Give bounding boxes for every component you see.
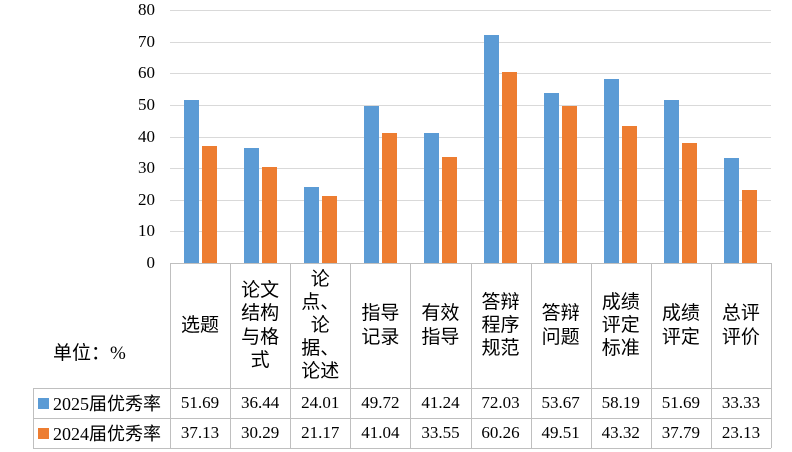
table-border-vertical [290, 263, 291, 448]
bar [724, 157, 740, 263]
gridline [170, 136, 771, 138]
value-cell: 53.67 [541, 393, 580, 412]
category-label: 答辩 问题 [541, 303, 580, 348]
bar [243, 147, 259, 263]
value-cell: 36.44 [241, 393, 280, 412]
value-cell: 41.24 [421, 393, 460, 412]
value-cell: 37.13 [180, 423, 220, 442]
legend-row: 2025届优秀率 [33, 388, 170, 418]
value-cell: 49.72 [361, 393, 400, 412]
category-label: 成绩 评定 [661, 303, 700, 348]
y-axis-tick-label: 40 [138, 126, 155, 146]
y-axis-tick-label: 30 [138, 158, 155, 178]
gridline [170, 231, 771, 233]
gridline [170, 41, 771, 43]
value-cell: 30.29 [241, 423, 280, 442]
gridline [170, 104, 771, 106]
y-axis-tick-label: 10 [138, 221, 155, 241]
table-border-vertical [33, 388, 34, 448]
y-axis-tick-label: 80 [138, 0, 155, 19]
bar [321, 196, 337, 263]
bar [502, 72, 518, 263]
category-label: 论文 结构 与格 式 [241, 280, 280, 371]
gridline [170, 10, 771, 11]
value-cell: 43.32 [601, 423, 640, 442]
y-axis-tick-label: 70 [138, 31, 155, 51]
table-border-vertical [651, 263, 652, 448]
legend-series-name: 2024届优秀率 [53, 424, 161, 444]
y-axis-tick-label: 20 [138, 189, 155, 209]
legend-swatch [38, 427, 49, 439]
bar [261, 167, 277, 263]
bar [363, 105, 379, 263]
table-border-vertical [471, 263, 472, 448]
bar [544, 93, 560, 263]
table-border-vertical [350, 263, 351, 448]
bar [303, 187, 319, 263]
table-border-vertical [771, 263, 772, 448]
table-border-horizontal [33, 388, 771, 389]
value-cell: 37.79 [661, 423, 700, 442]
bar [423, 132, 439, 263]
gridline [170, 73, 771, 75]
bar [381, 133, 397, 263]
bar [664, 99, 680, 263]
category-label: 选题 [181, 314, 220, 336]
category-label: 成绩 评定 标准 [601, 291, 640, 360]
bar [604, 78, 620, 263]
value-cell: 72.03 [481, 393, 520, 412]
value-cell: 60.26 [481, 423, 520, 442]
table-border-horizontal [170, 263, 771, 264]
bar [622, 126, 638, 263]
gridline [170, 168, 771, 170]
value-cell: 33.55 [421, 423, 460, 442]
category-label: 有效 指导 [421, 303, 460, 348]
table-border-vertical [591, 263, 592, 448]
table-border-horizontal [33, 448, 771, 449]
value-cell: 41.04 [361, 423, 400, 442]
value-cell: 51.69 [661, 393, 700, 412]
y-axis-tick-label: 60 [138, 63, 155, 83]
bar [441, 156, 457, 263]
category-label: 指导 记录 [361, 303, 400, 348]
table-border-vertical [170, 263, 171, 448]
category-label: 论 点、 论 据、 论述 [301, 268, 340, 383]
y-axis-tick-label: 0 [146, 253, 156, 272]
legend-series-name: 2025届优秀率 [53, 394, 161, 414]
table-border-horizontal [33, 418, 771, 419]
value-cell: 23.13 [721, 423, 761, 442]
table-border-vertical [711, 263, 712, 448]
legend-swatch [38, 397, 49, 409]
table-border-vertical [410, 263, 411, 448]
legend-row: 2024届优秀率 [33, 418, 170, 448]
value-cell: 33.33 [721, 393, 761, 412]
unit-label: 单位：% [53, 343, 126, 364]
table-border-vertical [531, 263, 532, 448]
bar [201, 145, 217, 263]
bar [183, 99, 199, 263]
value-cell: 51.69 [180, 393, 220, 412]
category-label: 答辩 程序 规范 [481, 291, 520, 360]
bar [742, 189, 758, 263]
table-border-vertical [230, 263, 231, 448]
bar [484, 35, 500, 263]
value-cell: 24.01 [301, 393, 340, 412]
value-cell: 49.51 [541, 423, 580, 442]
bar [562, 106, 578, 263]
value-cell: 58.19 [601, 393, 640, 412]
value-cell: 21.17 [301, 423, 340, 442]
bar [682, 143, 698, 263]
category-label: 总评 评价 [721, 303, 760, 348]
gridline [170, 199, 771, 201]
y-axis-tick-label: 50 [138, 94, 155, 114]
